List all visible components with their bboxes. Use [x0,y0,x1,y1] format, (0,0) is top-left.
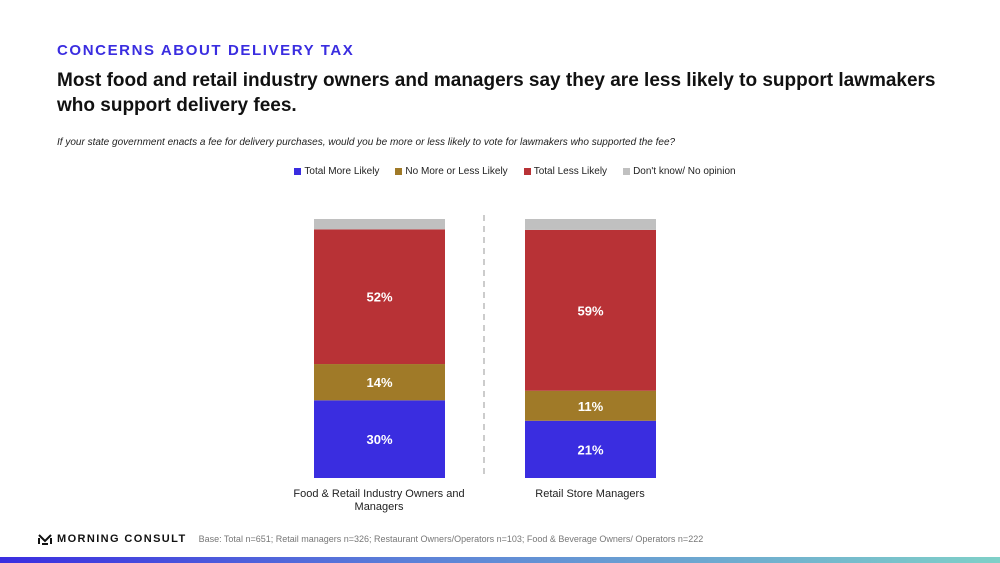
bar-segment [314,219,445,230]
legend-label: No More or Less Likely [405,166,508,177]
category-label: Retail Store Managers [535,488,645,500]
base-note: Base: Total n=651; Retail managers n=326… [198,534,704,544]
section-kicker: CONCERNS ABOUT DELIVERY TAX [57,42,355,59]
bar-segment [525,219,656,230]
chart-legend: Total More Likely No More or Less Likely T… [0,166,1000,177]
legend-label: Don't know/ No opinion [633,166,736,177]
legend-item: No More or Less Likely [395,166,508,177]
footer: MORNING CONSULT Base: Total n=651; Retai… [38,533,703,545]
brand-gradient-strip [0,557,1000,563]
legend-swatch [395,168,403,175]
logo-text: MORNING CONSULT [57,533,187,545]
legend-item: Total More Likely [294,166,379,177]
data-label: 21% [577,442,603,457]
bar-segment [314,229,445,365]
survey-question: If your state government enacts a fee fo… [57,137,676,148]
data-label: 11% [578,399,604,414]
category-label: Food & Retail Industry Owners and Manage… [293,488,465,513]
data-label: 14% [366,375,392,390]
bar-segment [314,364,445,401]
data-label: 52% [366,290,392,305]
headline: Most food and retail industry owners and… [57,70,936,116]
legend-swatch [523,168,531,175]
morning-consult-logo: MORNING CONSULT [38,533,187,545]
legend-item: Total Less Likely [523,166,608,177]
legend-label: Total Less Likely [533,166,608,177]
data-label: 30% [366,432,392,447]
legend-swatch [294,168,302,175]
legend-item: Don't know/ No opinion [623,166,736,177]
legend-label: Total More Likely [304,166,380,177]
bar-segment [525,390,656,421]
bar-segment [314,400,445,478]
logo-icon [38,533,52,545]
bar-segment [525,229,656,391]
data-label: 59% [577,303,603,318]
legend-swatch [623,168,631,175]
bar-segment [525,420,656,478]
